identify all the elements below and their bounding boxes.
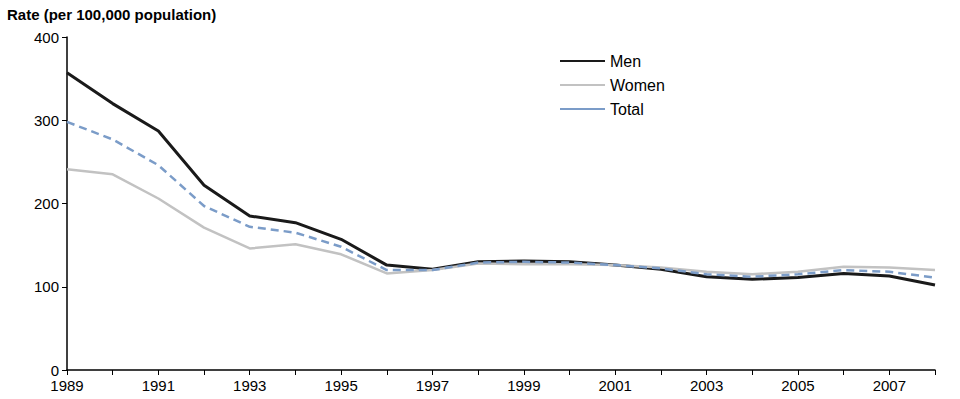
svg-text:1993: 1993	[233, 377, 266, 394]
svg-text:2005: 2005	[781, 377, 814, 394]
svg-text:100: 100	[34, 278, 59, 295]
svg-text:200: 200	[34, 195, 59, 212]
svg-text:Men: Men	[610, 53, 641, 70]
svg-text:1995: 1995	[324, 377, 357, 394]
svg-text:0: 0	[51, 362, 59, 379]
svg-text:2007: 2007	[873, 377, 906, 394]
svg-text:2001: 2001	[599, 377, 632, 394]
svg-text:Rate (per 100,000 population): Rate (per 100,000 population)	[7, 6, 216, 23]
svg-text:Women: Women	[610, 77, 665, 94]
svg-text:Total: Total	[610, 101, 644, 118]
svg-text:1989: 1989	[50, 377, 83, 394]
svg-text:1991: 1991	[142, 377, 175, 394]
svg-text:2003: 2003	[690, 377, 723, 394]
svg-text:400: 400	[34, 29, 59, 46]
svg-text:300: 300	[34, 112, 59, 129]
svg-text:1999: 1999	[507, 377, 540, 394]
svg-text:1997: 1997	[416, 377, 449, 394]
